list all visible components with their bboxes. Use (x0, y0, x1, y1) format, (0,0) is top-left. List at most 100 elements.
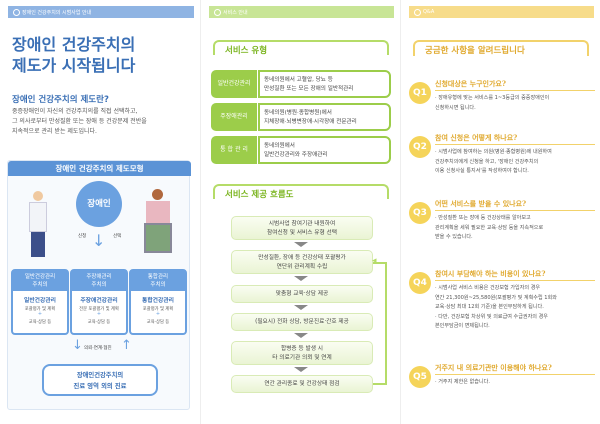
flow-arrow-icon (294, 305, 308, 310)
col-item: 교육·상담 등 (146, 320, 170, 325)
arrow-left-icon: ◂ (372, 256, 377, 266)
text-line: · 거주지 제한은 없습니다. (435, 379, 490, 385)
type-label: 통 합 관 리 (211, 136, 257, 164)
text-line: 관리계획을 세워 필요한 교육·상담 등을 지속적으로 (435, 224, 544, 231)
text-line: 이용 신청사실 통지서'를 작성하여야 합니다. (435, 168, 529, 174)
col-item: 전문 포괄평가 및 계획 (79, 307, 119, 312)
arrow-down-icon: ↓ (72, 338, 83, 353)
text-line: 건강주치의에게 신청을 하고, '장애인 건강주치의 (435, 158, 539, 165)
flow-step: (필요시) 전화 상담, 방문진료·간호 제공 (231, 313, 373, 331)
text-line: · 시범사업에 참여하는 의원(병원·종합병원)에 내원하여 (435, 149, 552, 155)
text-line: 연간 21,300원~25,580원(포괄평가 및 계획수립 1회와 (435, 294, 557, 301)
text-line: 장애인건강주치의 (76, 372, 124, 379)
q-badge: Q4 (409, 272, 431, 294)
col-item: 포괄평가 및 계획 (24, 307, 56, 312)
model-diagram: 장애인 건강주치의 제도모형 장애인 신청 선택 ↓ 일반건강관리 주치의 일반건강… (7, 160, 191, 410)
model-column: 일반건강관리 주치의 일반건강관리 포괄평가 및 계획 + 교육·상담 등 (11, 269, 69, 335)
text-line: 시범사업 참여기관 내원하여 (268, 221, 336, 227)
text-line: · 만성질환 또는 장애 등 건강상태를 알아보고 (435, 215, 531, 221)
col-head: 주치의 (91, 282, 107, 288)
question: 거주지 내 의료기관만 이용해야 하나요? (435, 363, 552, 372)
text-line: 타 의료기관 의뢰 및 연계 (272, 355, 332, 361)
col-item: 포괄평가 및 계획 (142, 307, 174, 312)
question: 참여 신청은 어떻게 하나요? (435, 133, 518, 142)
text-line: 본인부담금이 면제됩니다. (435, 323, 490, 329)
text-line: 참여신청 및 서비스 유형 선택 (266, 230, 338, 236)
link-label: 의뢰·연계·협진 (84, 346, 112, 351)
text-line: 연단위 관리계획 수립 (276, 264, 328, 270)
col-head: 주치의 (32, 282, 48, 288)
question: 참여시 부담해야 하는 비용이 있나요? (435, 269, 546, 278)
text-line: · 다만, 건강보험 차상위 및 의료급여 수급권자의 경우 (435, 313, 548, 320)
col-head: 통합관리 (147, 274, 169, 280)
title-line: 제도가 시작됩니다 (12, 56, 136, 75)
qa-title: 궁금한 사항을 알려드립니다 (413, 40, 589, 56)
left-panel: 장애인 건강주치의 시범사업 안내 장애인 건강주치의 제도가 시작됩니다 장애인… (0, 0, 200, 424)
text-line: 지체장애·뇌병변장애·시각장애 전문관리 (264, 119, 357, 125)
model-title: 장애인 건강주치의 제도모형 (8, 161, 191, 176)
flow-step: 맞춤형 교육·상담 제공 (231, 285, 373, 303)
loop-arrow (373, 262, 387, 385)
q-badge: Q5 (409, 366, 431, 388)
answer: · 거주지 제한은 없습니다. (435, 378, 599, 388)
col-item: 교육·상담 등 (28, 320, 52, 325)
doctor-illustration (26, 191, 50, 259)
col-name: 일반건강관리 (24, 298, 56, 304)
text-line: · 시범사업 서비스 비용은 건강보험 가입자의 경우 (435, 285, 541, 291)
service-type-row: 일반건강관리 동네의원에서 고혈압, 당뇨 등 만성질환 또는 모든 장애의 일반적… (211, 70, 391, 98)
select-label: 선택 (113, 234, 122, 239)
q-badge: Q2 (409, 136, 431, 158)
text-line: 일반건강관리와 주장애관리 (264, 152, 328, 158)
col-head: 주장애관리 (86, 274, 112, 280)
text-line: (필요시) 전화 상담, 방문진료·간호 제공 (255, 319, 349, 325)
subtitle: 장애인 건강주치의 제도란? (12, 95, 109, 105)
flow-step: 연간 관리종료 및 건강상태 점검 (231, 375, 373, 393)
text-line: 그 의사로부터 만성질환 또는 장애 등 건강문제 전반을 (12, 118, 147, 125)
flow-arrow-icon (294, 242, 308, 247)
col-name: 통합건강관리 (142, 298, 174, 304)
flow-arrow-icon (294, 333, 308, 338)
text-line: 받을 수 있습니다. (435, 234, 473, 240)
col-name: 주장애건강관리 (80, 298, 118, 304)
section-header: 서비스 안내 (209, 6, 394, 18)
caregiver-illustration (140, 189, 176, 259)
flow-arrow-icon (294, 367, 308, 372)
text-line: 진료 영역 외의 진료 (73, 383, 127, 390)
section-header: Q&A (409, 6, 594, 18)
apply-label: 신청 (78, 234, 87, 239)
q-badge: Q1 (409, 82, 431, 104)
text-line: 중증장애인이 자신의 건강주치의를 직접 선택하고, (12, 108, 138, 115)
model-column: 주장애관리 주치의 주장애건강관리 전문 포괄평가 및 계획 + 교육·상담 등 (70, 269, 128, 335)
flow-arrow-icon (294, 276, 308, 281)
type-label: 일반건강관리 (211, 70, 257, 98)
text-line: 맞춤형 교육·상담 제공 (275, 291, 329, 297)
title-line: 장애인 건강주치의 (12, 35, 136, 54)
text-line: 지속적으로 관리 받는 제도입니다. (12, 128, 97, 135)
arrow-up-icon: ↑ (121, 338, 132, 353)
col-head: 일반건강관리 (24, 274, 56, 280)
col-item: 교육·상담 등 (87, 320, 111, 325)
disabled-person-node: 장애인 (76, 181, 122, 227)
text-line: 동네의원(병원·종합병원)에서 (264, 110, 332, 116)
service-types-title: 서비스 유형 (213, 40, 389, 56)
answer: · 장애유형에 맞는 서비스를 1~3등급의 중증장애인이 신청하시면 됩니다. (435, 94, 599, 113)
model-column: 통합관리 주치의 통합건강관리 포괄평가 및 계획 + 교육·상담 등 (129, 269, 187, 335)
text-line: 연간 관리종료 및 건강상태 점검 (264, 381, 340, 387)
col-head: 주치의 (150, 282, 166, 288)
question: 신청대상은 누구인가요? (435, 79, 506, 88)
intro-text: 중증장애인이 자신의 건강주치의를 직접 선택하고, 그 의사로부터 만성질환 … (12, 107, 197, 137)
text-line: 동네의원에서 고혈압, 당뇨 등 (264, 77, 333, 83)
type-label: 주장애관리 (211, 103, 257, 131)
text-line: 교육·상담 최대 12회 기준)을 본인부담하게 됩니다. (435, 304, 544, 310)
question: 어떤 서비스를 받을 수 있나요? (435, 199, 527, 208)
flow-step: 만성질환, 장애 등 건강상태 포괄평가 연단위 관리계획 수립 (231, 250, 373, 274)
text-line: · 장애유형에 맞는 서비스를 1~3등급의 중증장애인이 (435, 95, 550, 101)
